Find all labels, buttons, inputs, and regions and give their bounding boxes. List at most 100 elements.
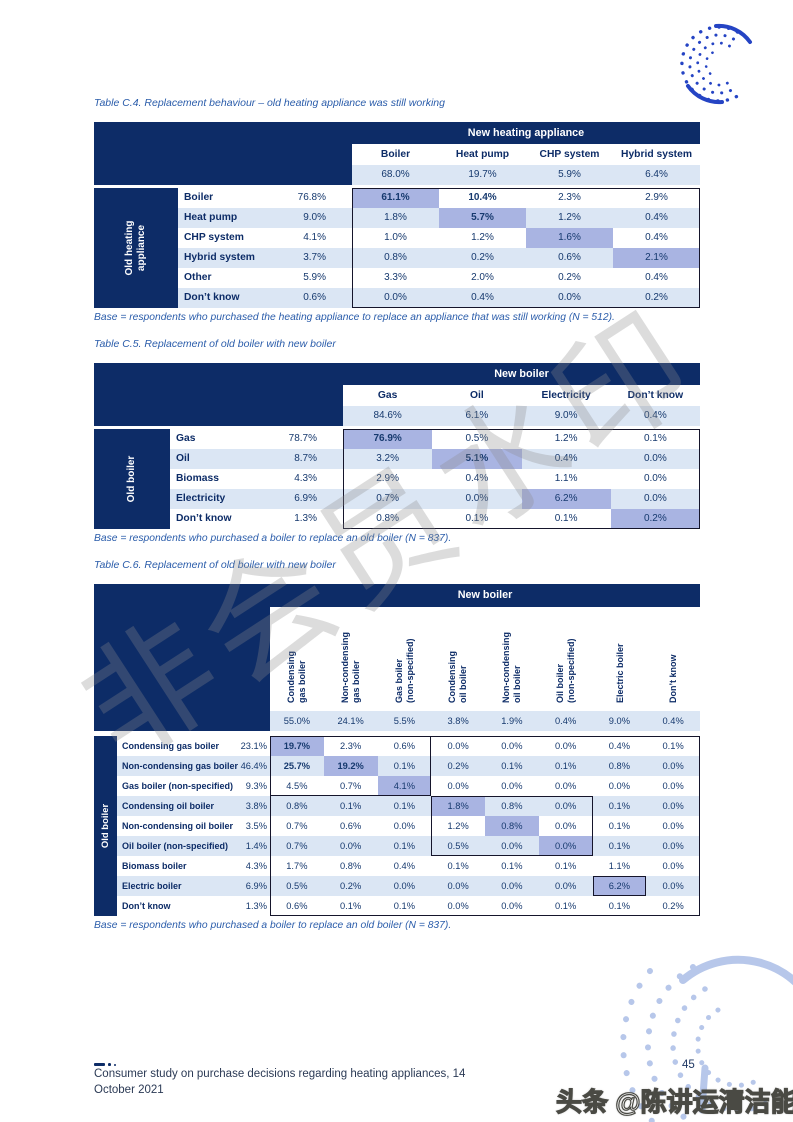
table-caption: Table C.4. Replacement behaviour – old h… <box>94 97 445 109</box>
row-label: Condensing oil boiler <box>122 801 214 811</box>
header-spacer <box>94 385 343 406</box>
data-cell: 0.0% <box>447 781 469 791</box>
table-body: Old boiler Condensing gas boiler 23.1% 19.7… <box>94 736 700 916</box>
row-total: 1.4% <box>245 841 267 851</box>
totals-spacer <box>94 711 270 731</box>
column-header-text: Gas boiler (non-specified) <box>393 638 415 704</box>
table-row: Hybrid system 3.7% 0.8% 0.2% 0.6% 2.1% <box>178 248 700 268</box>
row-total: 1.3% <box>245 901 267 911</box>
column-header-text: Electric boiler <box>614 643 625 703</box>
data-cell: 1.2% <box>558 212 581 223</box>
header-spacer <box>94 607 270 711</box>
data-cell: 0.4% <box>645 232 668 243</box>
data-cell: 0.0% <box>340 841 362 851</box>
spacer <box>94 185 700 188</box>
bottom-watermark: 头条 @陈讲运清洁能源 <box>555 1086 793 1117</box>
row-label: Don’t know <box>176 513 232 524</box>
row-label: Oil <box>176 453 190 464</box>
data-cell: 0.4% <box>645 272 668 283</box>
data-cell: 0.0% <box>501 841 523 851</box>
row-total: 0.6% <box>303 292 326 303</box>
column-header: Electricity <box>521 385 611 406</box>
data-cell: 0.0% <box>501 741 523 751</box>
data-cell: 0.0% <box>662 841 684 851</box>
data-cell: 0.8% <box>608 761 630 771</box>
table-row: Biomass boiler 4.3% 1.7% 0.8% 0.4% 0.1% 0.1% 0.… <box>117 856 700 876</box>
header-spacer <box>94 144 352 165</box>
table-row: Other 5.9% 3.3% 2.0% 0.2% 0.4% <box>178 268 700 288</box>
data-cell: 0.0% <box>465 493 489 504</box>
column-total: 5.5% <box>377 711 432 731</box>
row-total: 3.8% <box>245 801 267 811</box>
data-cell: 0.1% <box>608 801 630 811</box>
column-total: 55.0% <box>270 711 324 731</box>
column-header: Non-condensing oil boiler <box>485 607 539 711</box>
brand-logo-dotted-c-icon <box>680 23 752 105</box>
data-cell: 0.1% <box>555 761 577 771</box>
data-cell: 0.0% <box>558 292 581 303</box>
footer-citation: Consumer study on purchase decisions reg… <box>94 1067 465 1098</box>
data-cell: 25.7% <box>283 761 311 771</box>
data-cell: 0.4% <box>554 453 578 464</box>
data-cell: 2.3% <box>558 192 581 203</box>
table-row: Oil 8.7% 3.2% 5.1% 0.4% 0.0% <box>170 449 700 469</box>
spacer <box>94 426 700 429</box>
column-total: 0.4% <box>646 711 700 731</box>
column-total: 1.9% <box>485 711 539 731</box>
row-total: 9.0% <box>303 212 326 223</box>
data-cell: 0.0% <box>501 901 523 911</box>
data-cell: 0.0% <box>538 836 593 856</box>
data-table: New heating appliance Boiler Heat pump CHP … <box>94 122 700 308</box>
tables-area: Table C.4. Replacement behaviour – old h… <box>94 0 734 933</box>
column-header-text: Don’t know <box>667 654 678 704</box>
footer-mark-dash <box>94 1063 105 1067</box>
data-cell: 0.0% <box>643 453 667 464</box>
table-row: Oil boiler (non-specified) 1.4% 0.7% 0.0% 0.… <box>117 836 700 856</box>
data-cell: 4.5% <box>286 781 308 791</box>
data-cell: 0.0% <box>555 821 577 831</box>
data-cell: 0.0% <box>393 821 415 831</box>
data-cell: 0.0% <box>447 881 469 891</box>
footer-line2: October 2021 <box>94 1083 164 1096</box>
data-cell: 0.1% <box>643 433 667 444</box>
data-cell: 1.6% <box>526 228 613 248</box>
table-row: Non-condensing gas boiler 46.4% 25.7% 19.2%… <box>117 756 700 776</box>
table-banner-label: New boiler <box>457 589 513 601</box>
totals-row: 68.0% 19.7% 5.9% 6.4% <box>94 165 700 185</box>
column-total: 9.0% <box>592 711 647 731</box>
data-cell: 0.6% <box>393 741 415 751</box>
row-total: 23.1% <box>240 741 267 751</box>
column-header: Hybrid system <box>613 144 700 165</box>
row-label: Gas <box>176 433 196 444</box>
column-total: 68.0% <box>352 165 439 185</box>
column-total: 24.1% <box>323 711 378 731</box>
data-table: New boiler Gas Oil Electricity Don’t know 84.… <box>94 363 700 529</box>
row-label: Electric boiler <box>122 881 182 891</box>
data-cell: 0.1% <box>447 861 469 871</box>
page-number: 45 <box>682 1059 695 1071</box>
table-banner: New boiler <box>94 363 700 385</box>
column-header-text: Condensing gas boiler <box>286 651 307 703</box>
side-axis: Old boiler <box>94 736 117 916</box>
data-cell: 0.1% <box>608 901 630 911</box>
data-cell: 0.8% <box>485 816 539 836</box>
row-total: 76.8% <box>297 192 326 203</box>
data-cell: 2.9% <box>376 473 400 484</box>
data-cell: 0.0% <box>662 801 684 811</box>
table-body: Old heating appliance Boiler 76.8% 61.1% 10.… <box>94 188 700 308</box>
data-cell: 6.2% <box>521 489 611 509</box>
table-row: Gas boiler (non-specified) 9.3% 4.5% 0.7% 4.… <box>117 776 700 796</box>
table-row: Non-condensing oil boiler 3.5% 0.7% 0.6% 0.0… <box>117 816 700 836</box>
data-cell: 0.0% <box>501 781 523 791</box>
data-cell: 0.2% <box>558 272 581 283</box>
row-label: Biomass boiler <box>122 861 187 871</box>
row-total: 8.7% <box>294 453 317 464</box>
row-label: Condensing gas boiler <box>122 741 220 751</box>
data-cell: 0.8% <box>286 801 308 811</box>
data-cell: 0.2% <box>471 252 494 263</box>
column-total: 84.6% <box>343 406 433 426</box>
data-cell: 0.0% <box>643 493 667 504</box>
column-header-text: Oil boiler (non-specified) <box>555 638 576 704</box>
data-cell: 1.2% <box>471 232 494 243</box>
row-total: 1.3% <box>294 513 317 524</box>
